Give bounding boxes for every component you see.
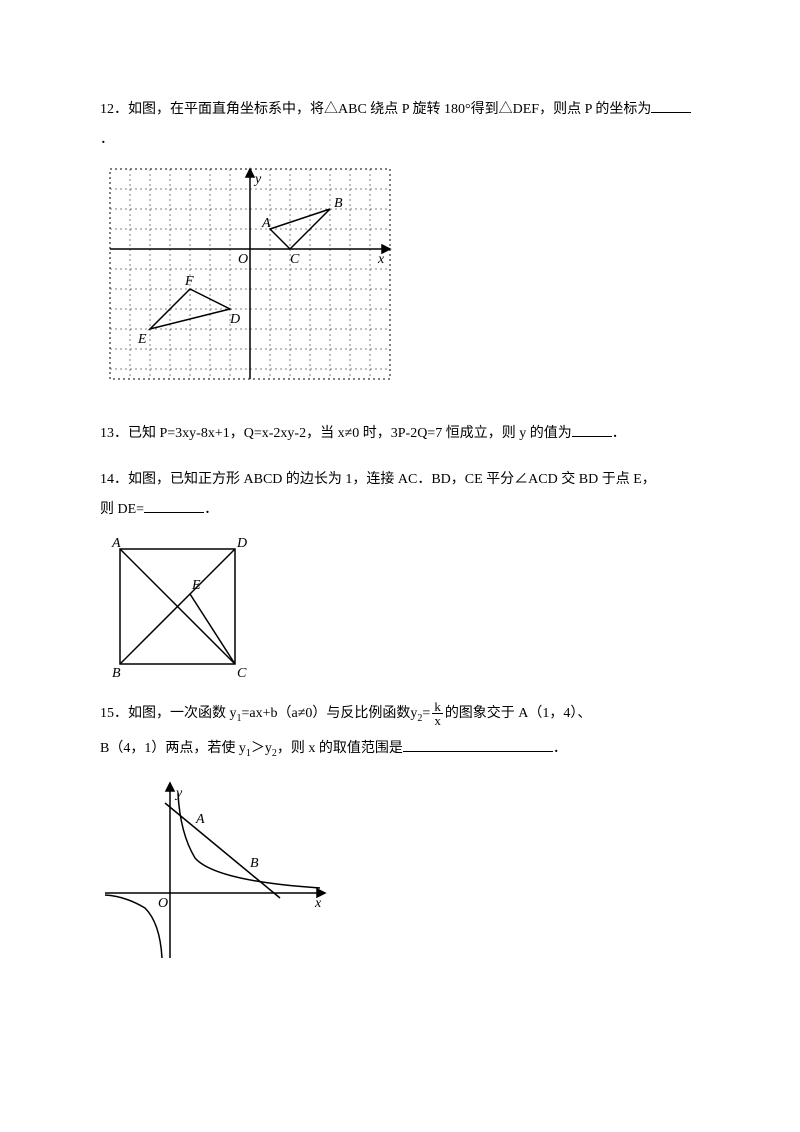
q15-t2c: ，则 x 的取值范围是 — [277, 741, 403, 756]
q12-text2: ． — [100, 132, 114, 147]
q14-text1: 14．如图，已知正方形 ABCD 的边长为 1，连接 AC．BD，CE 平分∠A… — [100, 472, 656, 487]
q12-F-label: F — [184, 274, 194, 289]
q14-text3: ． — [204, 502, 218, 517]
q14-line1: 14．如图，已知正方形 ABCD 的边长为 1，连接 AC．BD，CE 平分∠A… — [100, 465, 700, 495]
q14-text2: 则 DE= — [100, 502, 144, 517]
q12-A-label: A — [261, 216, 271, 231]
q14-line2: 则 DE= ． — [100, 495, 700, 525]
q15-t2b: ＞y — [251, 741, 272, 756]
q15-frac: kx — [432, 700, 443, 727]
q15-B: B — [250, 856, 259, 871]
q13-blank — [572, 422, 612, 437]
q12-E-label: E — [137, 332, 147, 347]
q15-line2: B（4，1）两点，若使 y1＞y2，则 x 的取值范围是． — [100, 734, 700, 769]
q15-line1: 15．如图，一次函数 y1=ax+b（a≠0）与反比例函数y2=kx的图象交于 … — [100, 699, 700, 734]
q14-C: C — [237, 666, 247, 679]
q12-line1: 12．如图，在平面直角坐标系中，将△ABC 绕点 P 旋转 180°得到△DEF… — [100, 95, 700, 125]
q14-E: E — [191, 578, 201, 593]
q14-CE — [190, 594, 235, 664]
q12-C-label: C — [290, 252, 300, 267]
q15-num: k — [432, 700, 443, 714]
q15-t2a: B（4，1）两点，若使 y — [100, 741, 246, 756]
q15-t1b: =ax+b（a≠0）与反比例函数 — [242, 706, 411, 721]
q15-y: y — [174, 786, 183, 801]
q15-A: A — [195, 812, 205, 827]
q15-svg: y x O A B — [100, 773, 340, 963]
question-13: 13．已知 P=3xy-8x+1，Q=x-2xy-2，当 x≠0 时，3P-2Q… — [100, 419, 700, 449]
q15-t1c: 的图象交于 A（1，4）、 — [445, 706, 592, 721]
q15-eq: = — [422, 706, 430, 721]
q14-A: A — [111, 536, 121, 551]
q12-blank — [651, 98, 691, 113]
question-14: 14．如图，已知正方形 ABCD 的边长为 1，连接 AC．BD，CE 平分∠A… — [100, 465, 700, 679]
q13-text2: ． — [612, 426, 626, 441]
q12-line2: ． — [100, 125, 700, 155]
q15-hyp2 — [105, 895, 162, 958]
q15-line — [165, 803, 280, 898]
q15-t2d: ． — [553, 741, 567, 756]
q12-D-label: D — [229, 312, 240, 327]
q12-B-label: B — [334, 196, 343, 211]
question-15: 15．如图，一次函数 y1=ax+b（a≠0）与反比例函数y2=kx的图象交于 … — [100, 699, 700, 963]
q12-figure: y x O A B C D E F — [100, 159, 700, 389]
q14-B: B — [112, 666, 121, 679]
q13-text1: 13．已知 P=3xy-8x+1，Q=x-2xy-2，当 x≠0 时，3P-2Q… — [100, 426, 572, 441]
q15-hyp1 — [178, 793, 320, 888]
q12-svg: y x O A B C D E F — [100, 159, 400, 389]
q12-text1: 12．如图，在平面直角坐标系中，将△ABC 绕点 P 旋转 180°得到△DEF… — [100, 102, 651, 117]
q14-blank — [144, 498, 204, 513]
q12-x-label: x — [377, 252, 385, 267]
q13-line: 13．已知 P=3xy-8x+1，Q=x-2xy-2，当 x≠0 时，3P-2Q… — [100, 419, 700, 449]
q14-D: D — [236, 536, 247, 551]
q15-den: x — [432, 714, 443, 727]
q15-O: O — [158, 896, 168, 911]
q15-x: x — [314, 896, 322, 911]
question-12: 12．如图，在平面直角坐标系中，将△ABC 绕点 P 旋转 180°得到△DEF… — [100, 95, 700, 389]
q15-figure: y x O A B — [100, 773, 700, 963]
q12-y-label: y — [253, 172, 262, 187]
q12-axes — [110, 169, 390, 379]
q15-t1a: 15．如图，一次函数 y — [100, 706, 237, 721]
q14-svg: A D B C E — [100, 529, 260, 679]
q12-O-label: O — [238, 252, 248, 267]
q15-blank — [403, 737, 553, 752]
q14-figure: A D B C E — [100, 529, 700, 679]
